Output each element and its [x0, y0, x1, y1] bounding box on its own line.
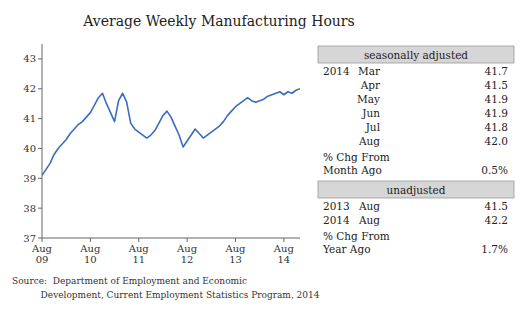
tick-label-line: 10: [84, 254, 97, 265]
panel-month: Aug: [358, 200, 380, 212]
x-tick-label: Aug11: [128, 243, 150, 265]
line: [42, 89, 300, 176]
panel-change-label: Year Ago: [322, 243, 370, 255]
panel-month: Apr: [360, 79, 381, 91]
y-tick-label: 37: [23, 233, 36, 244]
source: Development, Current Employment Statisti…: [12, 290, 320, 300]
tick-label-line: Aug: [224, 243, 246, 254]
y-tick-label: 39: [23, 173, 36, 184]
x-tick-label: Aug12: [176, 243, 198, 265]
panel-year: 2013: [323, 200, 350, 212]
y-tick: [38, 208, 42, 209]
x-tick: [42, 238, 43, 242]
panel-change-label: % Chg From: [323, 230, 390, 242]
panel-month: Jul: [365, 121, 381, 133]
panel-value: 41.5: [485, 79, 508, 91]
panel-year: 2014: [323, 214, 350, 226]
panel-value: 41.9: [485, 107, 508, 119]
panel: seasonally adjusted 2014 Mar 41.7 Apr 41.5 May…: [318, 46, 514, 255]
panel-month: Aug: [358, 214, 380, 226]
x-axis-line: [42, 238, 300, 239]
panel-month: Aug: [358, 135, 380, 147]
panel-header: unadjusted: [386, 184, 445, 196]
y-tick-label: 42: [23, 83, 36, 94]
y-axis-line: [42, 44, 43, 238]
axes: 37383940414243Aug09Aug10Aug11Aug12Aug13A…: [23, 44, 300, 265]
panel-value: 42.2: [485, 214, 508, 226]
tick-label-line: Aug: [128, 243, 150, 254]
y-tick: [38, 178, 42, 179]
panel-change-value: 0.5%: [481, 164, 508, 176]
title: Average Weekly Manufacturing Hours: [82, 13, 354, 29]
y-tick-label: 40: [23, 143, 36, 154]
tick-label-line: Aug: [79, 243, 101, 254]
x-tick: [90, 238, 91, 242]
x-tick: [235, 238, 236, 242]
panel-value: 41.7: [485, 65, 508, 77]
panel-value: 41.9: [485, 93, 508, 105]
chart: Average Weekly Manufacturing Hours 37 38 39…: [0, 0, 521, 319]
x-tick-label: Aug13: [224, 243, 246, 265]
tick-label-line: Aug: [31, 243, 53, 254]
panel-value: 41.8: [485, 121, 508, 133]
panel-change-label: Month Ago: [323, 164, 382, 176]
y-tick: [38, 118, 42, 119]
tick-label-line: 14: [278, 254, 291, 265]
y-tick: [38, 148, 42, 149]
y-tick: [38, 58, 42, 59]
tick-label-line: Aug: [273, 243, 295, 254]
tick-label-line: 09: [36, 254, 49, 265]
panel-change-value: 1.7%: [481, 243, 508, 255]
tick-label-line: 11: [132, 254, 145, 265]
panel-value: 42.0: [485, 135, 508, 147]
panel-header-box: [318, 46, 514, 63]
y-tick-label: 38: [23, 203, 36, 214]
panel-month: May: [357, 93, 380, 105]
panel-header: seasonally adjusted: [364, 49, 468, 61]
x-tick: [187, 238, 188, 242]
panel-month: Jun: [361, 107, 380, 119]
panel-value: 41.5: [485, 200, 508, 212]
x-tick: [283, 238, 284, 242]
y-tick-label: 41: [23, 113, 36, 124]
tick-label-line: 12: [181, 254, 194, 265]
plot-area: [42, 89, 300, 176]
tick-label-line: 13: [229, 254, 242, 265]
y-tick: [38, 238, 42, 239]
x-tick-label: Aug09: [31, 243, 53, 265]
tick-label-line: Aug: [176, 243, 198, 254]
x-tick-label: Aug10: [79, 243, 101, 265]
x-tick: [138, 238, 139, 242]
y-tick: [38, 88, 42, 89]
y-tick-label: 43: [23, 53, 36, 64]
panel-change-label: % Chg From: [323, 151, 390, 163]
x-tick-label: Aug14: [273, 243, 295, 265]
panel-header-box: [318, 181, 514, 198]
source: Source: Department of Employment and Eco…: [12, 276, 247, 286]
panel-year: 2014: [323, 65, 350, 77]
panel-month: Mar: [358, 65, 381, 77]
